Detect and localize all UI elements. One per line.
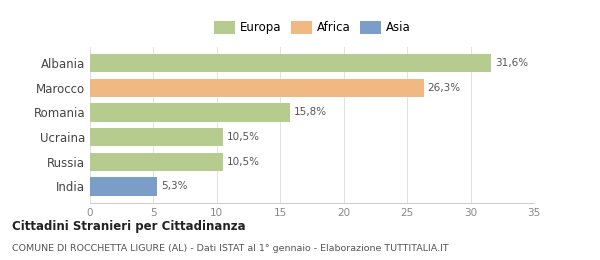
Text: 31,6%: 31,6% [494, 58, 528, 68]
Text: 5,3%: 5,3% [161, 181, 188, 191]
Text: 15,8%: 15,8% [294, 107, 328, 118]
Text: 10,5%: 10,5% [227, 132, 260, 142]
Bar [90, 177, 157, 196]
Bar [90, 79, 424, 97]
Legend: Europa, Africa, Asia: Europa, Africa, Asia [211, 18, 413, 36]
Bar [90, 54, 491, 72]
Text: COMUNE DI ROCCHETTA LIGURE (AL) - Dati ISTAT al 1° gennaio - Elaborazione TUTTIT: COMUNE DI ROCCHETTA LIGURE (AL) - Dati I… [12, 244, 449, 254]
Text: 26,3%: 26,3% [427, 83, 461, 93]
Bar [90, 153, 223, 171]
Bar [90, 103, 290, 122]
Text: Cittadini Stranieri per Cittadinanza: Cittadini Stranieri per Cittadinanza [12, 220, 245, 233]
Bar [90, 128, 223, 146]
Text: 10,5%: 10,5% [227, 157, 260, 167]
